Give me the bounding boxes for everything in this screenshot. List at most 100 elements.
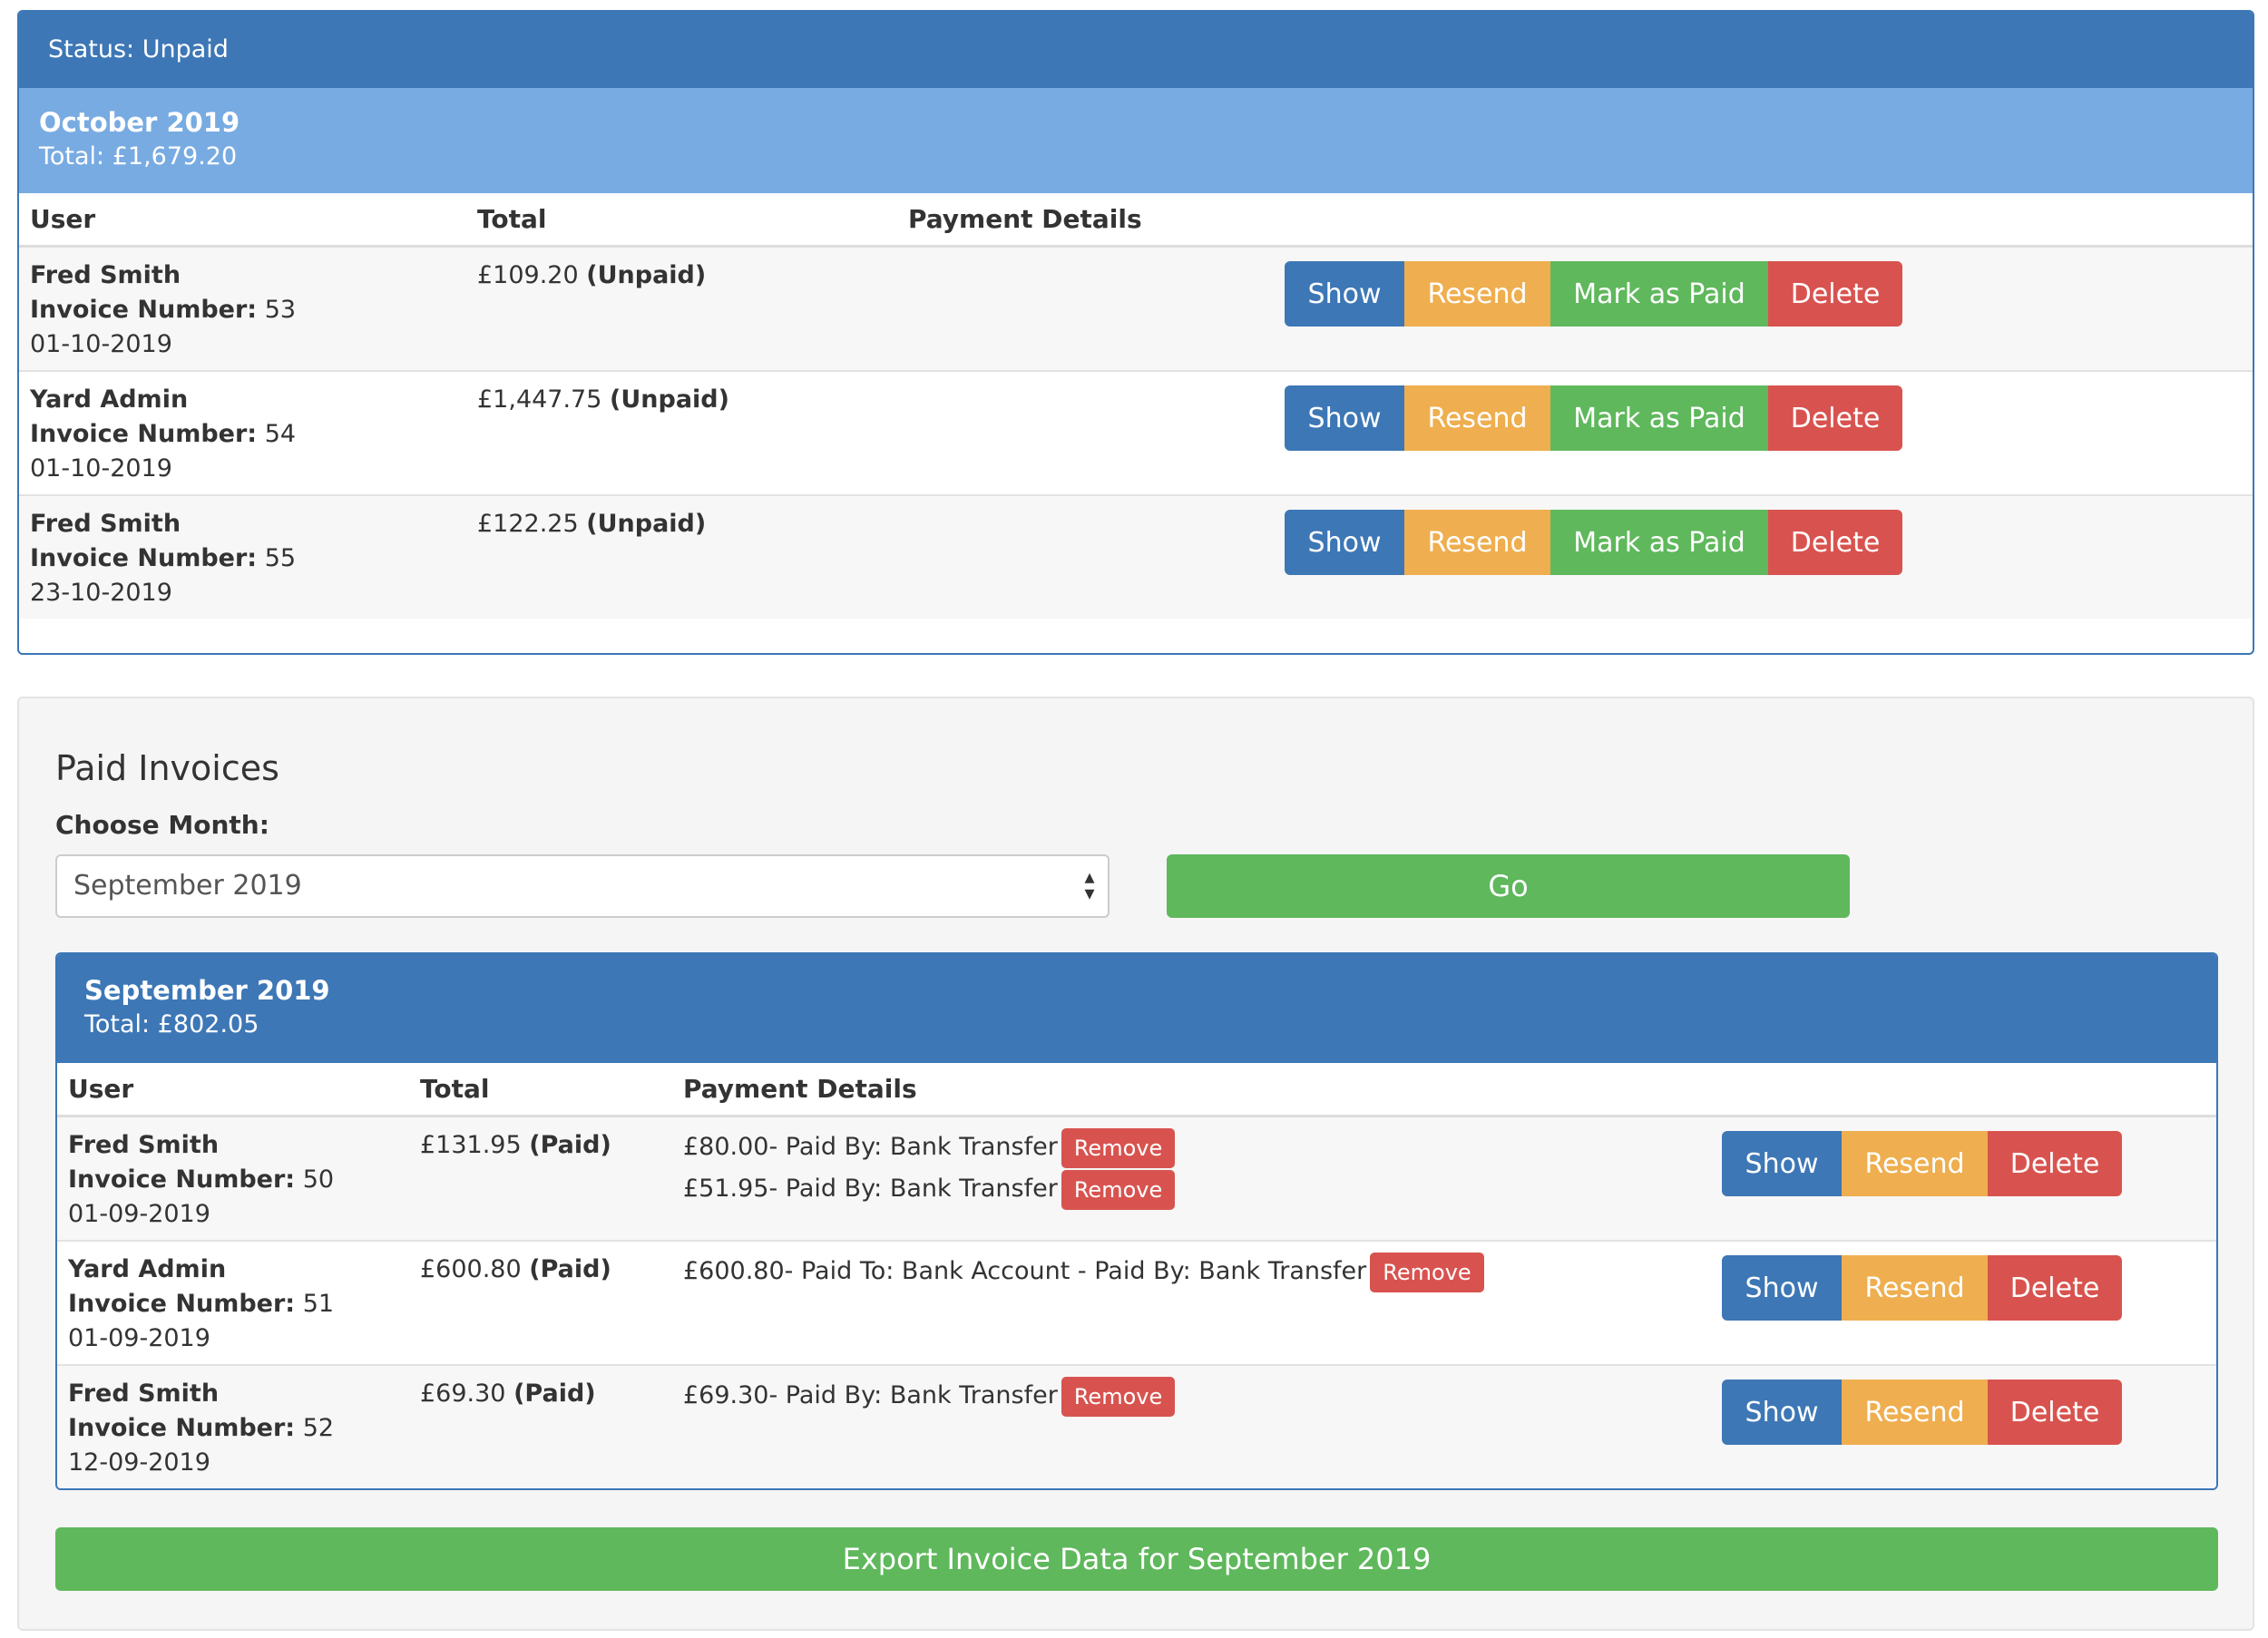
- show-button[interactable]: Show: [1722, 1131, 1842, 1196]
- invoice-number: 55: [264, 544, 297, 572]
- invoice-number-label: Invoice Number:: [68, 1290, 296, 1318]
- invoice-total: £1,447.75 (Unpaid): [477, 383, 729, 417]
- table-row: Fred Smith Invoice Number: 50 01-09-2019…: [57, 1117, 2216, 1242]
- invoice-total: £109.20 (Unpaid): [477, 258, 706, 293]
- user-name: Yard Admin: [30, 385, 189, 414]
- column-header-payment-details: Payment Details: [683, 1074, 917, 1104]
- invoice-number: 54: [264, 420, 297, 448]
- payment-entry: £80.00- Paid By: Bank Transfer Remove: [683, 1126, 1176, 1168]
- column-header-user: User: [68, 1074, 134, 1104]
- action-buttons: Show Resend Mark as Paid Delete: [1285, 510, 1902, 575]
- show-button[interactable]: Show: [1285, 510, 1404, 575]
- invoice-number: 53: [264, 296, 297, 324]
- action-buttons: Show Resend Mark as Paid Delete: [1285, 261, 1902, 327]
- invoice-date: 23-10-2019: [30, 579, 172, 607]
- total-amount: £600.80: [420, 1255, 522, 1283]
- payment-text: £600.80- Paid To: Bank Account - Paid By…: [683, 1257, 1367, 1285]
- paid-invoices-heading: Paid Invoices: [55, 748, 279, 788]
- select-arrows-icon: ▴ ▾: [1084, 866, 1095, 905]
- delete-button[interactable]: Delete: [1988, 1131, 2122, 1196]
- month-header: September 2019 Total: £802.05: [57, 954, 2216, 1063]
- resend-button[interactable]: Resend: [1404, 261, 1550, 327]
- remove-payment-button[interactable]: Remove: [1061, 1376, 1176, 1417]
- resend-button[interactable]: Resend: [1404, 385, 1550, 451]
- action-buttons: Show Resend Delete: [1722, 1255, 2122, 1321]
- payment-status: (Unpaid): [610, 385, 729, 414]
- action-buttons: Show Resend Delete: [1722, 1131, 2122, 1196]
- show-button[interactable]: Show: [1285, 261, 1404, 327]
- column-header-total: Total: [477, 204, 547, 234]
- delete-button[interactable]: Delete: [1768, 261, 1902, 327]
- remove-payment-button[interactable]: Remove: [1370, 1252, 1484, 1292]
- invoice-info: Fred Smith Invoice Number: 52 12-09-2019: [68, 1377, 334, 1480]
- show-button[interactable]: Show: [1722, 1255, 1842, 1321]
- go-button[interactable]: Go: [1167, 854, 1850, 918]
- invoice-number: 52: [302, 1414, 335, 1442]
- action-buttons: Show Resend Delete: [1722, 1380, 2122, 1445]
- action-buttons: Show Resend Mark as Paid Delete: [1285, 385, 1902, 451]
- column-header-user: User: [30, 204, 96, 234]
- payment-details: £80.00- Paid By: Bank Transfer Remove £51…: [683, 1126, 1176, 1210]
- user-name: Fred Smith: [30, 510, 181, 538]
- invoice-total: £122.25 (Unpaid): [477, 507, 706, 541]
- table-row: Fred Smith Invoice Number: 52 12-09-2019…: [57, 1366, 2216, 1488]
- table-header: User Total Payment Details: [19, 193, 2253, 248]
- choose-month-label: Choose Month:: [55, 810, 269, 840]
- show-button[interactable]: Show: [1722, 1380, 1842, 1445]
- payment-status: (Paid): [529, 1255, 611, 1283]
- month-title: October 2019: [39, 107, 240, 138]
- payment-text: £69.30- Paid By: Bank Transfer: [683, 1381, 1058, 1409]
- mark-as-paid-button[interactable]: Mark as Paid: [1550, 261, 1768, 327]
- remove-payment-button[interactable]: Remove: [1061, 1127, 1176, 1168]
- delete-button[interactable]: Delete: [1988, 1380, 2122, 1445]
- month-select[interactable]: September 2019 ▴ ▾: [55, 854, 1110, 918]
- selected-month: September 2019: [73, 870, 302, 902]
- resend-button[interactable]: Resend: [1842, 1380, 1988, 1445]
- resend-button[interactable]: Resend: [1404, 510, 1550, 575]
- invoice-info: Yard Admin Invoice Number: 51 01-09-2019: [68, 1253, 334, 1356]
- show-button[interactable]: Show: [1285, 385, 1404, 451]
- month-total: Total: £1,679.20: [39, 142, 238, 171]
- invoice-number-label: Invoice Number:: [30, 420, 258, 448]
- user-name: Yard Admin: [68, 1255, 227, 1283]
- payment-status: (Unpaid): [586, 510, 707, 538]
- invoice-date: 01-09-2019: [68, 1324, 210, 1352]
- export-invoice-data-button[interactable]: Export Invoice Data for September 2019: [55, 1527, 2218, 1591]
- delete-button[interactable]: Delete: [1768, 510, 1902, 575]
- status-header: Status: Unpaid: [19, 12, 2253, 88]
- invoice-number-label: Invoice Number:: [30, 296, 258, 324]
- payment-text: £51.95- Paid By: Bank Transfer: [683, 1175, 1058, 1203]
- month-total: Total: £802.05: [84, 1010, 259, 1038]
- total-amount: £131.95: [420, 1131, 522, 1159]
- unpaid-invoices-panel: Status: Unpaid October 2019 Total: £1,67…: [17, 10, 2254, 655]
- delete-button[interactable]: Delete: [1988, 1255, 2122, 1321]
- user-name: Fred Smith: [68, 1380, 220, 1408]
- invoice-total: £600.80 (Paid): [420, 1253, 611, 1287]
- mark-as-paid-button[interactable]: Mark as Paid: [1550, 385, 1768, 451]
- mark-as-paid-button[interactable]: Mark as Paid: [1550, 510, 1768, 575]
- paid-invoices-panel: Paid Invoices Choose Month: September 20…: [17, 697, 2254, 1631]
- payment-entry: £51.95- Paid By: Bank Transfer Remove: [683, 1168, 1176, 1210]
- table-header: User Total Payment Details: [57, 1063, 2216, 1117]
- invoice-info: Fred Smith Invoice Number: 53 01-10-2019: [30, 258, 296, 362]
- total-amount: £1,447.75: [477, 385, 602, 414]
- invoice-info: Fred Smith Invoice Number: 55 23-10-2019: [30, 507, 296, 610]
- invoice-number: 51: [302, 1290, 335, 1318]
- invoice-number-label: Invoice Number:: [30, 544, 258, 572]
- table-row: Fred Smith Invoice Number: 55 23-10-2019…: [19, 496, 2253, 619]
- resend-button[interactable]: Resend: [1842, 1255, 1988, 1321]
- payment-entry: £600.80- Paid To: Bank Account - Paid By…: [683, 1251, 1484, 1292]
- remove-payment-button[interactable]: Remove: [1061, 1169, 1176, 1210]
- payment-details: £69.30- Paid By: Bank Transfer Remove: [683, 1375, 1176, 1417]
- total-amount: £69.30: [420, 1380, 506, 1408]
- invoice-date: 01-10-2019: [30, 330, 172, 358]
- delete-button[interactable]: Delete: [1768, 385, 1902, 451]
- resend-button[interactable]: Resend: [1842, 1131, 1988, 1196]
- payment-status: (Paid): [513, 1380, 596, 1408]
- month-header: October 2019 Total: £1,679.20: [19, 88, 2253, 193]
- invoice-info: Fred Smith Invoice Number: 50 01-09-2019: [68, 1128, 334, 1232]
- invoice-date: 12-09-2019: [68, 1448, 210, 1477]
- month-invoices-panel: September 2019 Total: £802.05 User Total…: [55, 952, 2218, 1490]
- month-title: September 2019: [84, 975, 330, 1006]
- invoice-number: 50: [302, 1165, 335, 1194]
